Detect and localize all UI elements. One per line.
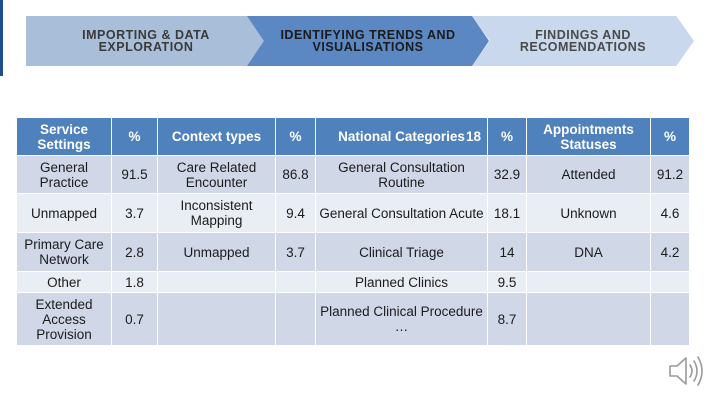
- header-national-categories-label: National Categories: [338, 129, 465, 144]
- table-cell: 14: [487, 232, 527, 272]
- header-appointment-statuses: Appointments Statuses: [526, 117, 651, 156]
- table-row: Unmapped 3.7 Inconsistent Mapping 9.4 Ge…: [16, 193, 690, 233]
- appointments-summary-table: Service Settings % Context types % Natio…: [16, 117, 690, 346]
- header-percent: %: [275, 117, 316, 156]
- table-cell: DNA: [526, 232, 651, 272]
- table-cell: Inconsistent Mapping: [157, 193, 276, 233]
- table-cell: Planned Clinical Procedure …: [315, 292, 488, 346]
- table-row: Other 1.8 Planned Clinics 9.5: [16, 271, 690, 293]
- table-cell: Unknown: [526, 193, 651, 233]
- table-cell: 4.2: [650, 232, 690, 272]
- table-cell: Unmapped: [157, 232, 276, 272]
- table-cell: [650, 292, 690, 346]
- table-cell: 2.8: [111, 232, 158, 272]
- step-3-line-2: RECOMENDATIONS: [519, 40, 647, 54]
- table-cell: [650, 271, 690, 293]
- table-cell: 32.9: [487, 155, 527, 194]
- table-cell: General Practice: [16, 155, 112, 194]
- step-1-line-2: EXPLORATION: [98, 40, 194, 54]
- left-accent-bar: [0, 0, 3, 76]
- table-cell: 9.4: [275, 193, 316, 233]
- table-cell: Planned Clinics: [315, 271, 488, 293]
- table-cell: 91.5: [111, 155, 158, 194]
- table-cell: [275, 271, 316, 293]
- table-cell: [526, 271, 651, 293]
- table-cell: [157, 292, 276, 346]
- table-row: General Practice 91.5 Care Related Encou…: [16, 155, 690, 194]
- header-percent: %: [650, 117, 690, 156]
- table-cell: [157, 271, 276, 293]
- table-row: Primary Care Network 2.8 Unmapped 3.7 Cl…: [16, 232, 690, 272]
- step-identifying-trends[interactable]: IDENTIFYING TRENDS AND VISUALISATIONS: [247, 16, 489, 66]
- table-cell: [275, 292, 316, 346]
- table-cell: [526, 292, 651, 346]
- table-cell: 86.8: [275, 155, 316, 194]
- step-3-line-1: FINDINGS AND: [535, 28, 631, 42]
- table-cell: 9.5: [487, 271, 527, 293]
- table-cell: Other: [16, 271, 112, 293]
- table-cell: Care Related Encounter: [157, 155, 276, 194]
- table-cell: 4.6: [650, 193, 690, 233]
- table-cell: Extended Access Provision: [16, 292, 112, 346]
- table-cell: 91.2: [650, 155, 690, 194]
- process-steps: IMPORTING & DATA EXPLORATION IDENTIFYING…: [26, 16, 694, 66]
- table-row: Extended Access Provision 0.7 Planned Cl…: [16, 292, 690, 346]
- table-cell: 0.7: [111, 292, 158, 346]
- step-2-line-2: VISUALISATIONS: [312, 40, 424, 54]
- table-cell: 3.7: [275, 232, 316, 272]
- step-2-line-1: IDENTIFYING TRENDS AND: [280, 28, 456, 42]
- table-cell: Primary Care Network: [16, 232, 112, 272]
- header-percent: %: [111, 117, 158, 156]
- table-cell: Attended: [526, 155, 651, 194]
- table-header-row: Service Settings % Context types % Natio…: [16, 117, 690, 156]
- table-cell: Clinical Triage: [315, 232, 488, 272]
- header-national-categories: National Categories 18: [315, 117, 488, 156]
- speaker-icon[interactable]: [664, 352, 706, 390]
- table-cell: 3.7: [111, 193, 158, 233]
- step-importing-exploration[interactable]: IMPORTING & DATA EXPLORATION: [26, 16, 266, 66]
- table-cell: General Consultation Acute: [315, 193, 488, 233]
- national-categories-count: 18: [465, 129, 481, 144]
- table-cell: 1.8: [111, 271, 158, 293]
- header-percent: %: [487, 117, 527, 156]
- step-1-line-1: IMPORTING & DATA: [82, 28, 210, 42]
- table-cell: 8.7: [487, 292, 527, 346]
- header-service-settings: Service Settings: [16, 117, 112, 156]
- step-findings-recommendations[interactable]: FINDINGS AND RECOMENDATIONS: [472, 16, 694, 66]
- table-cell: General Consultation Routine: [315, 155, 488, 194]
- table-cell: 18.1: [487, 193, 527, 233]
- header-context-types: Context types: [157, 117, 276, 156]
- table-cell: Unmapped: [16, 193, 112, 233]
